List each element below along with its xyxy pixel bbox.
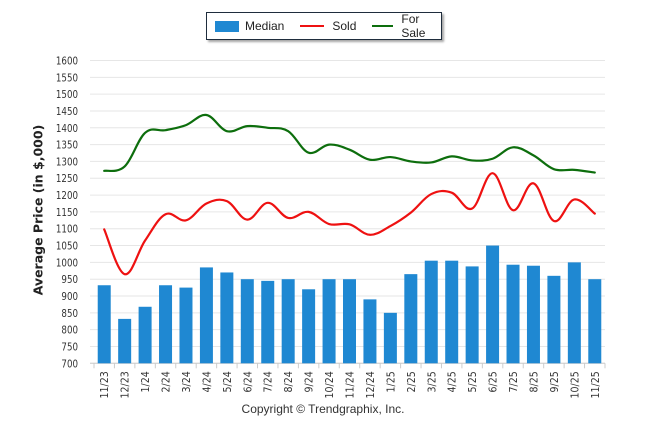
x-tick-label: 3/24: [182, 371, 194, 392]
x-tick-label: 1/25: [386, 371, 398, 392]
median-bar: [118, 318, 132, 364]
y-tick-label: 1400: [56, 123, 78, 134]
median-bar: [567, 262, 581, 364]
x-tick-label: 6/25: [488, 371, 500, 392]
x-tick-label: 10/25: [570, 371, 582, 398]
median-bar: [506, 264, 520, 364]
median-bar: [343, 279, 356, 364]
x-tick-label: 9/25: [549, 371, 561, 392]
x-tick-label: 7/24: [263, 371, 275, 392]
median-bars: [97, 245, 602, 364]
median-bar: [363, 299, 377, 364]
median-bar: [97, 285, 111, 364]
x-tick-label: 12/24: [366, 371, 378, 398]
y-tick-label: 1150: [56, 208, 78, 219]
y-axis-title: Average Price (in $,000): [30, 124, 46, 296]
y-tick-label: 1200: [56, 191, 78, 202]
x-tick-label: 8/24: [284, 371, 296, 392]
x-tick-label: 12/23: [120, 371, 132, 398]
legend: Median Sold For Sale: [206, 12, 442, 40]
y-tick-label: 800: [61, 325, 78, 336]
for-sale-line: [103, 113, 596, 174]
y-tick-label: 1350: [56, 140, 78, 151]
y-tick-label: 1550: [56, 73, 78, 84]
x-tick-label: 4/25: [447, 371, 459, 392]
legend-item-for-sale[interactable]: For Sale: [364, 12, 441, 40]
y-tick-label: 1000: [56, 258, 78, 269]
legend-label-for-sale: For Sale: [401, 12, 426, 40]
x-tick-label: 4/24: [202, 371, 214, 392]
x-tick-label: 7/25: [509, 371, 521, 392]
median-bar: [302, 289, 316, 364]
y-tick-label: 1100: [56, 224, 78, 235]
y-tick-label: 1250: [56, 174, 78, 185]
y-tick-label: 700: [61, 359, 78, 370]
y-tick-label: 1050: [56, 241, 78, 252]
y-tick-label: 850: [61, 309, 78, 320]
median-bar: [261, 280, 275, 364]
sold-line: [103, 172, 596, 276]
for-sale-swatch-icon: [372, 25, 394, 27]
x-tick-label: 10/24: [325, 371, 337, 398]
y-tick-label: 1500: [56, 90, 78, 101]
median-bar: [424, 260, 438, 364]
median-bar: [486, 245, 500, 364]
y-axis-ticks: 700 750 800 850 900 950 1000 1050 1100 1150 1200 12…: [56, 56, 78, 370]
median-bar: [547, 275, 561, 364]
y-tick-label: 1300: [56, 157, 78, 168]
x-tick-label: 5/24: [222, 371, 234, 392]
median-bar: [281, 279, 295, 364]
y-tick-label: 750: [61, 342, 78, 353]
median-bar: [526, 265, 540, 364]
median-bar: [159, 285, 173, 364]
sold-swatch-icon: [300, 25, 325, 27]
x-tick-label: 8/25: [529, 371, 541, 392]
copyright-footer: Copyright © Trendgraphix, Inc.: [241, 402, 405, 416]
legend-label-median: Median: [245, 19, 285, 33]
y-tick-label: 950: [61, 275, 78, 286]
x-tick-label: 6/24: [243, 371, 255, 392]
median-bar: [240, 279, 254, 364]
y-tick-label: 900: [61, 292, 78, 303]
median-bar: [404, 274, 418, 364]
median-swatch-icon: [215, 20, 239, 32]
y-tick-label: 1450: [56, 107, 78, 118]
legend-label-sold: Sold: [332, 19, 357, 33]
median-bar: [220, 272, 234, 364]
median-bar: [179, 287, 193, 364]
median-bar: [199, 267, 213, 364]
x-tick-label: 2/24: [161, 371, 173, 392]
y-tick-label: 1600: [56, 56, 78, 67]
median-bar: [465, 266, 479, 364]
median-bar: [322, 279, 336, 364]
legend-item-median[interactable]: Median: [215, 19, 284, 33]
x-tick-label: 11/25: [590, 371, 602, 398]
x-axis-ticks: 11/23 12/23 1/24 2/24 3/24 4/24 5/24 6/24 7/24 8/…: [93, 363, 606, 398]
x-tick-label: 5/25: [468, 371, 480, 392]
x-tick-label: 9/24: [304, 371, 316, 392]
x-tick-label: 1/24: [141, 371, 153, 392]
gridlines: [90, 60, 605, 364]
median-bar: [383, 312, 397, 364]
x-tick-label: 3/25: [427, 371, 439, 392]
median-bar: [138, 306, 152, 364]
median-bar: [445, 260, 459, 364]
legend-item-sold[interactable]: Sold: [292, 19, 356, 33]
x-tick-label: 11/23: [100, 371, 112, 398]
trend-lines: [103, 113, 596, 276]
median-bar: [588, 279, 602, 364]
x-tick-label: 2/25: [406, 371, 418, 392]
x-tick-label: 11/24: [345, 371, 357, 398]
